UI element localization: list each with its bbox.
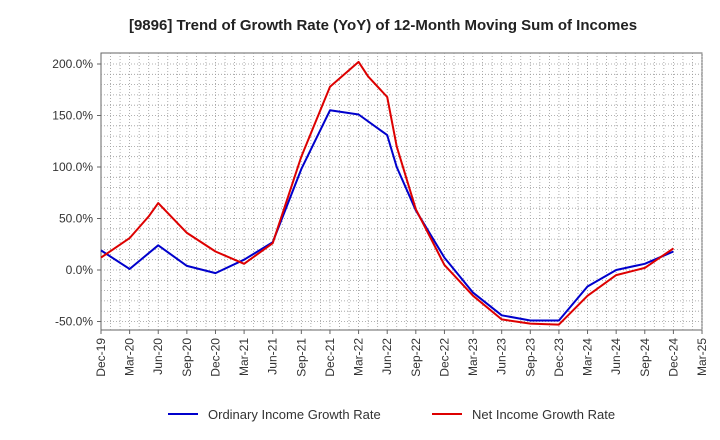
x-tick-label: Sep-20 <box>180 338 194 377</box>
x-tick-label: Jun-22 <box>380 338 394 375</box>
legend-label-ordinary: Ordinary Income Growth Rate <box>208 407 381 422</box>
x-tick-label: Sep-24 <box>638 338 652 377</box>
x-tick-label: Mar-23 <box>466 338 480 376</box>
y-tick-label: 100.0% <box>52 160 93 174</box>
x-tick-label: Mar-25 <box>695 338 709 376</box>
x-tick-label: Jun-23 <box>495 338 509 375</box>
y-tick-label: 50.0% <box>59 212 93 226</box>
x-tick-label: Dec-19 <box>94 338 108 377</box>
x-tick-label: Mar-20 <box>123 338 137 376</box>
x-tick-label: Dec-22 <box>437 338 451 377</box>
x-tick-label: Dec-23 <box>552 338 566 377</box>
x-tick-label: Mar-22 <box>352 338 366 376</box>
series-line-1 <box>100 60 674 326</box>
x-tick-label: Sep-22 <box>409 338 423 377</box>
x-tick-label: Jun-21 <box>266 338 280 375</box>
x-tick-label: Sep-21 <box>294 338 308 377</box>
x-tick-label: Jun-20 <box>151 338 165 375</box>
x-tick-label: Mar-24 <box>581 338 595 376</box>
y-tick-label: -50.0% <box>55 315 93 329</box>
chart-title: [9896] Trend of Growth Rate (YoY) of 12-… <box>129 17 637 34</box>
x-axis: Dec-19 Mar-20 Jun-20 Sep-20 Dec-20 Mar-21 Jun-… <box>94 330 709 377</box>
x-tick-label: Dec-24 <box>666 338 680 377</box>
x-tick-label: Dec-20 <box>208 338 222 377</box>
legend: Ordinary Income Growth Rate Net Income G… <box>168 407 615 422</box>
plot-area <box>100 52 703 331</box>
x-tick-label: Dec-21 <box>323 338 337 377</box>
y-axis: -50.0% 0.0% 50.0% 100.0% 150.0% 200.0% <box>52 57 101 329</box>
x-tick-label: Mar-21 <box>237 338 251 376</box>
x-tick-label: Jun-24 <box>609 338 623 375</box>
x-tick-label: Sep-23 <box>523 338 537 377</box>
y-tick-label: 0.0% <box>66 263 94 277</box>
legend-label-net: Net Income Growth Rate <box>472 407 615 422</box>
y-tick-label: 150.0% <box>52 109 93 123</box>
y-tick-label: 200.0% <box>52 57 93 71</box>
series-line-0 <box>100 109 674 322</box>
series-lines <box>100 60 674 326</box>
